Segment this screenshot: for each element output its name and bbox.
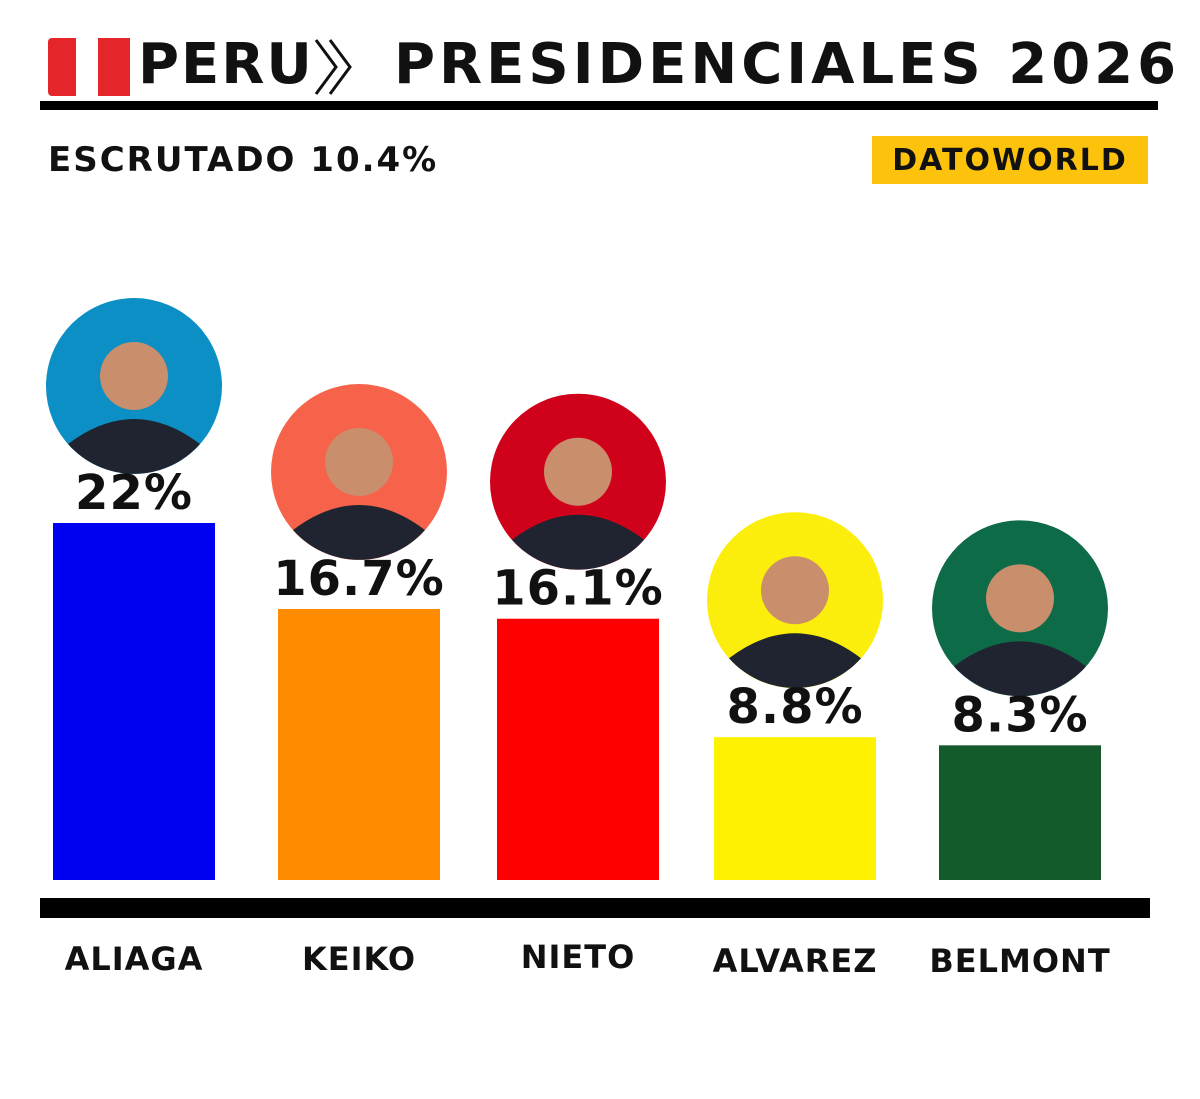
bar-keiko (278, 609, 440, 880)
category-label-belmont: BELMONT (929, 942, 1110, 980)
value-labels-layer: 22% 16.7% 16.1% 8.8% 8.3% (75, 465, 1088, 743)
bar-nieto (497, 618, 659, 880)
avatar-alvarez (707, 512, 883, 689)
category-labels-layer: ALIAGA KEIKO NIETO ALVAREZ BELMONT (65, 938, 1110, 980)
category-label-keiko: KEIKO (302, 940, 416, 978)
avatar-body-belmont (954, 641, 1086, 697)
double-chevron-icon (314, 39, 352, 95)
flag-red-stripe-right (98, 38, 130, 96)
flag-red-stripe-left (48, 38, 76, 96)
category-label-nieto: NIETO (521, 938, 636, 976)
avatar-head-belmont (986, 564, 1054, 633)
avatar-belmont (932, 520, 1108, 697)
avatar-head-alvarez (761, 556, 829, 625)
value-label-alvarez: 8.8% (726, 679, 863, 735)
avatar-head-aliaga (100, 342, 168, 410)
avatar-keiko (271, 384, 447, 561)
value-label-belmont: 8.3% (951, 687, 1088, 743)
category-label-aliaga: ALIAGA (65, 940, 204, 978)
bar-belmont (939, 745, 1101, 880)
bar-aliaga (53, 523, 215, 880)
avatars-layer (46, 298, 1108, 697)
page-title: PRESIDENCIALES 2026 (394, 32, 1181, 97)
header: PERU PRESIDENCIALES 2026 (48, 28, 1176, 108)
avatar-body-nieto (512, 514, 644, 570)
chart-baseline (40, 898, 1150, 918)
bars-layer (53, 523, 1101, 880)
avatar-head-keiko (325, 428, 393, 497)
brand-badge: DATOWORLD (872, 136, 1148, 184)
avatar-nieto (490, 393, 666, 570)
avatar-body-alvarez (729, 633, 861, 688)
escrutado-label: ESCRUTADO 10.4% (48, 140, 439, 180)
header-divider (40, 101, 1158, 110)
bar-alvarez (714, 737, 876, 880)
value-label-nieto: 16.1% (492, 561, 664, 617)
value-label-keiko: 16.7% (273, 551, 445, 607)
avatar-head-nieto (544, 437, 612, 506)
peru-flag-icon (48, 38, 134, 96)
flag-white-stripe (76, 38, 98, 96)
avatar-aliaga (46, 298, 222, 474)
country-name: PERU (138, 32, 314, 97)
value-label-aliaga: 22% (75, 465, 193, 521)
avatar-body-aliaga (68, 419, 200, 474)
avatar-body-keiko (293, 505, 425, 560)
category-label-alvarez: ALVAREZ (713, 942, 878, 980)
